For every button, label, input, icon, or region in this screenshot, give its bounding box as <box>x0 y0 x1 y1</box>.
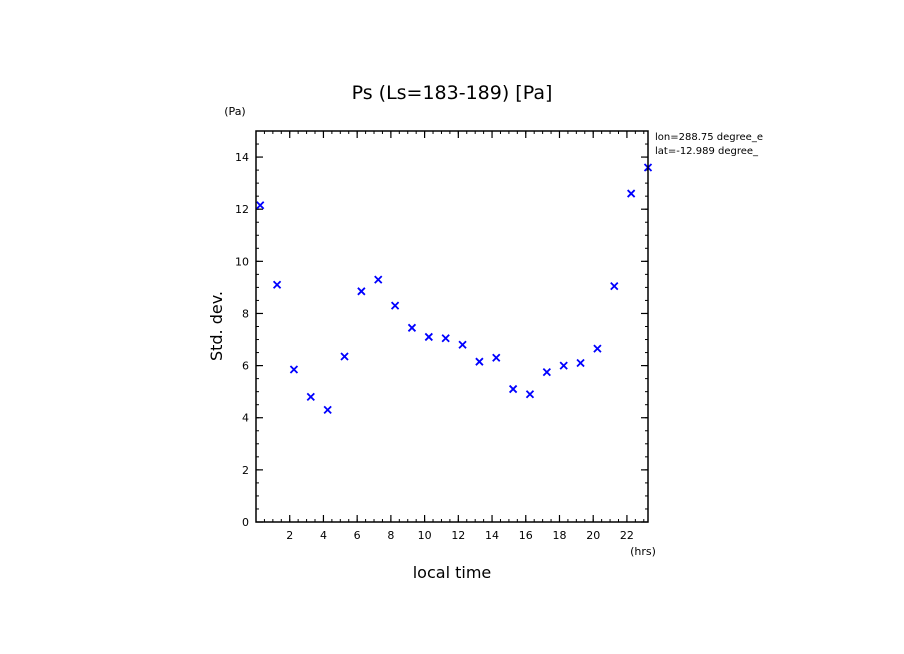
x-tick-label: 6 <box>354 529 361 542</box>
data-point <box>306 392 315 402</box>
y-unit-label: (Pa) <box>224 105 245 118</box>
y-tick-label: 10 <box>235 255 249 268</box>
data-point <box>458 340 467 349</box>
x-tick-label: 16 <box>519 529 533 542</box>
data-point <box>542 367 551 377</box>
x-tick-label: 10 <box>418 529 432 542</box>
data-point <box>374 275 383 284</box>
x-tick-label: 20 <box>586 529 600 542</box>
x-tick-label: 22 <box>620 529 634 542</box>
y-tick-label: 12 <box>235 203 249 216</box>
data-point <box>424 332 433 342</box>
data-point <box>441 334 450 343</box>
x-tick-label: 8 <box>387 529 394 542</box>
annotation-clip <box>779 126 904 160</box>
x-tick-label: 4 <box>320 529 327 542</box>
data-point <box>525 390 535 399</box>
data-point <box>576 358 585 368</box>
data-point <box>610 281 619 291</box>
data-point <box>593 344 602 353</box>
data-point <box>407 323 417 332</box>
x-tick-label: 14 <box>485 529 499 542</box>
y-axis-label: Std. dev. <box>207 291 226 361</box>
y-tick-label: 2 <box>242 464 249 477</box>
data-points <box>256 163 653 415</box>
y-tick-label: 14 <box>235 151 249 164</box>
data-point <box>357 287 366 296</box>
x-tick-label: 2 <box>286 529 293 542</box>
y-tick-label: 6 <box>242 360 249 373</box>
data-point <box>475 357 484 366</box>
y-tick-label: 4 <box>242 412 249 425</box>
data-point <box>272 280 282 289</box>
data-point <box>492 353 501 362</box>
data-point <box>390 301 400 310</box>
data-point <box>289 365 299 374</box>
x-tick-label: 12 <box>451 529 465 542</box>
data-point <box>508 384 518 394</box>
ticks: 2 4 6 8 10 12 14 16 18 20 22 0 2 4 6 8 10 12 14 <box>235 130 648 542</box>
x-axis-label: local time <box>413 563 492 582</box>
data-point <box>627 189 636 198</box>
data-point <box>340 352 349 361</box>
x-unit-label: (hrs) <box>630 545 656 558</box>
y-tick-label: 0 <box>242 516 249 529</box>
annotation-lon: lon=288.75 degree_e <box>655 132 763 143</box>
x-tick-label: 18 <box>552 529 566 542</box>
data-point <box>256 201 265 210</box>
y-tick-label: 8 <box>242 307 249 320</box>
data-point <box>559 361 568 370</box>
chart-title: Ps (Ls=183-189) [Pa] <box>352 82 553 104</box>
annotation-lat: lat=-12.989 degree_ <box>655 146 759 157</box>
data-point <box>323 405 332 415</box>
plot-frame <box>255 130 649 523</box>
